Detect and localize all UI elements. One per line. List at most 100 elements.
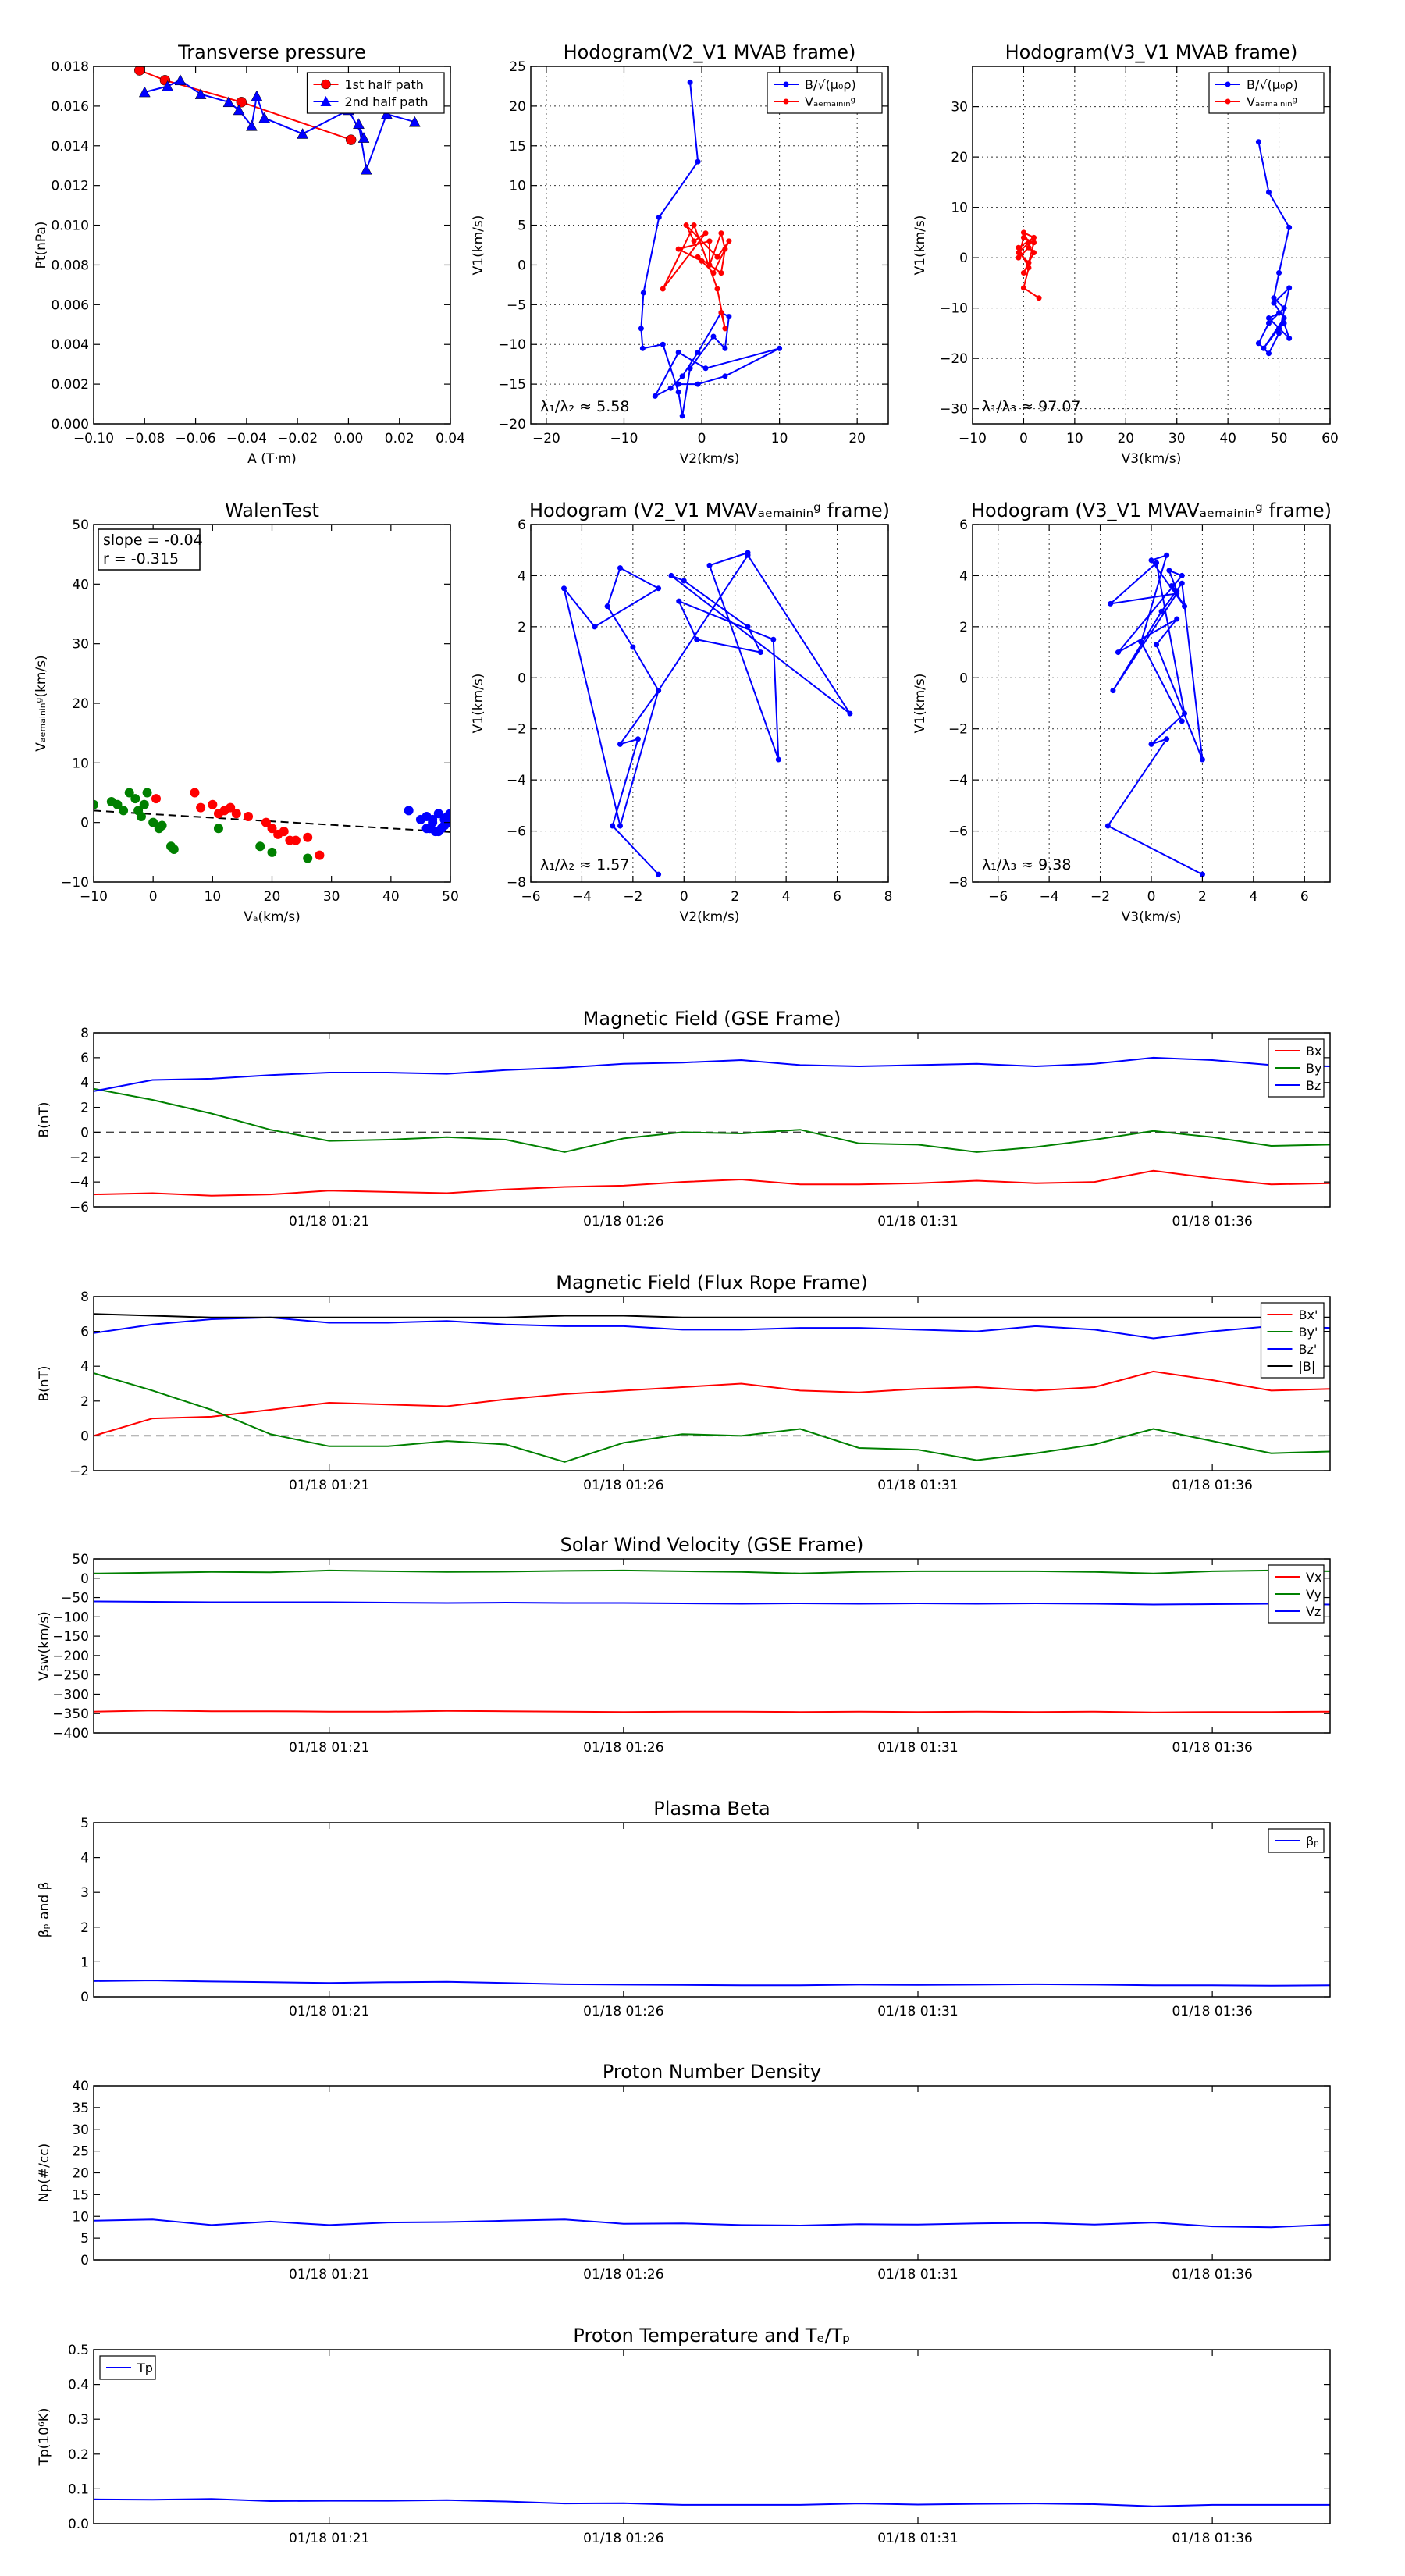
x-tick-label: 01/18 01:26 — [583, 1214, 663, 1229]
data-point — [695, 254, 701, 260]
data-point — [695, 349, 701, 355]
plot-area — [638, 79, 783, 419]
series-vy — [94, 1569, 1330, 1574]
data-point — [640, 290, 646, 296]
x-tick-label: −4 — [572, 889, 592, 905]
data-point — [1104, 823, 1111, 829]
data-point — [1148, 741, 1154, 747]
y-tick-label: −2 — [948, 722, 968, 738]
y-tick-label: 5 — [80, 2231, 89, 2247]
data-point — [714, 254, 720, 260]
x-tick-label: −6 — [988, 889, 1008, 905]
y-tick-label: 0.0 — [68, 2517, 89, 2532]
data-point — [1182, 710, 1188, 717]
y-tick-label: 40 — [72, 577, 89, 592]
series-1 — [151, 788, 325, 860]
data-point — [722, 345, 728, 351]
x-tick-label: 01/18 01:31 — [877, 2004, 958, 2019]
y-tick-label: −6 — [948, 824, 968, 840]
series-0 — [1104, 552, 1205, 877]
y-axis-label: Vₐₑₘₐᵢₙᵢₙᵍ(km/s) — [34, 655, 49, 751]
series-2 — [404, 806, 450, 837]
data-point — [1036, 295, 1042, 301]
legend-label: B/√(μ₀ρ) — [805, 77, 856, 92]
y-tick-label: 2 — [80, 1920, 89, 1936]
data-point — [315, 850, 325, 860]
data-point — [1164, 552, 1170, 558]
data-point — [722, 246, 728, 252]
x-tick-label: −2 — [623, 889, 642, 905]
data-point — [360, 163, 372, 175]
y-tick-label: 10 — [951, 201, 968, 216]
y-tick-label: 5 — [80, 1816, 89, 1831]
chart-title: Hodogram (V2_V1 MVAVₐₑₘₐᵢₙᵢₙᵍ frame) — [529, 500, 890, 521]
y-tick-label: −20 — [498, 417, 526, 432]
data-point — [267, 847, 277, 857]
series-0 — [94, 788, 313, 863]
legend: Vx Vy Vz — [1268, 1564, 1325, 1624]
x-tick-label: 0.02 — [385, 431, 414, 447]
data-point — [439, 820, 450, 831]
chart-title: Hodogram(V2_V1 MVAB frame) — [564, 41, 856, 63]
data-point — [1016, 250, 1022, 256]
chart-np: 01/18 01:21 01/18 01:26 01/18 01:31 01/18 0… — [37, 2061, 1331, 2282]
data-point — [303, 853, 313, 863]
data-point — [279, 827, 289, 837]
y-tick-label: 2 — [80, 1101, 89, 1116]
y-tick-label: 0.5 — [68, 2343, 89, 2358]
data-point — [157, 820, 167, 831]
y-tick-label: 0 — [80, 1429, 89, 1444]
data-point — [267, 824, 277, 834]
legend-label: Bx' — [1299, 1308, 1318, 1322]
data-point — [1020, 285, 1026, 291]
y-tick-label: 0.010 — [51, 219, 89, 234]
y-tick-label: 0.008 — [51, 258, 89, 273]
data-point — [1179, 718, 1185, 724]
y-tick-label: 10 — [509, 179, 526, 194]
plot-area — [94, 1313, 1330, 1463]
legend-label: Vₐₑₘₐᵢₙᵢₙᵍ — [1247, 94, 1297, 109]
legend-label: By' — [1299, 1325, 1318, 1340]
data-point — [1031, 234, 1037, 240]
data-point — [745, 624, 751, 630]
y-tick-label: −250 — [52, 1668, 89, 1684]
stats-frame — [98, 528, 201, 571]
data-point — [702, 365, 709, 372]
series-0 — [561, 550, 853, 877]
x-tick-label: 01/18 01:21 — [289, 1740, 369, 1756]
data-point — [1281, 320, 1287, 326]
y-tick-label: −20 — [940, 351, 968, 367]
data-point — [1271, 300, 1277, 306]
series-line — [640, 82, 781, 416]
y-tick-label: −50 — [61, 1591, 89, 1606]
x-tick-label: −4 — [1040, 889, 1059, 905]
y-tick-label: 25 — [509, 59, 526, 75]
y-tick-label: 0.004 — [51, 337, 89, 353]
y-tick-label: 15 — [509, 139, 526, 155]
data-point — [1276, 330, 1282, 336]
data-point — [233, 104, 245, 116]
data-point — [112, 799, 123, 809]
y-tick-label: 0.006 — [51, 297, 89, 313]
y-tick-label: −2 — [69, 1464, 89, 1479]
y-tick-label: 6 — [80, 1325, 89, 1340]
y-tick-label: 0 — [80, 1571, 89, 1587]
x-axis-label: V3(km/s) — [1122, 451, 1182, 467]
data-point — [1174, 616, 1180, 622]
x-tick-label: 0 — [1019, 431, 1028, 447]
data-point — [1286, 335, 1293, 341]
series-line — [94, 2498, 1330, 2507]
series-by — [94, 1087, 1330, 1153]
x-tick-label: 4 — [1249, 889, 1257, 905]
y-tick-label: 6 — [959, 518, 968, 533]
data-point — [1115, 649, 1121, 656]
data-point — [124, 788, 134, 798]
data-point — [592, 624, 598, 630]
chart-title: Hodogram (V3_V1 MVAVₐₑₘₐᵢₙᵢₙᵍ frame) — [971, 500, 1332, 521]
x-tick-label: −0.02 — [277, 431, 318, 447]
data-point — [169, 845, 179, 855]
x-tick-label: 0 — [149, 889, 158, 905]
y-tick-label: 50 — [72, 518, 89, 533]
y-tick-label: 50 — [72, 1552, 89, 1567]
